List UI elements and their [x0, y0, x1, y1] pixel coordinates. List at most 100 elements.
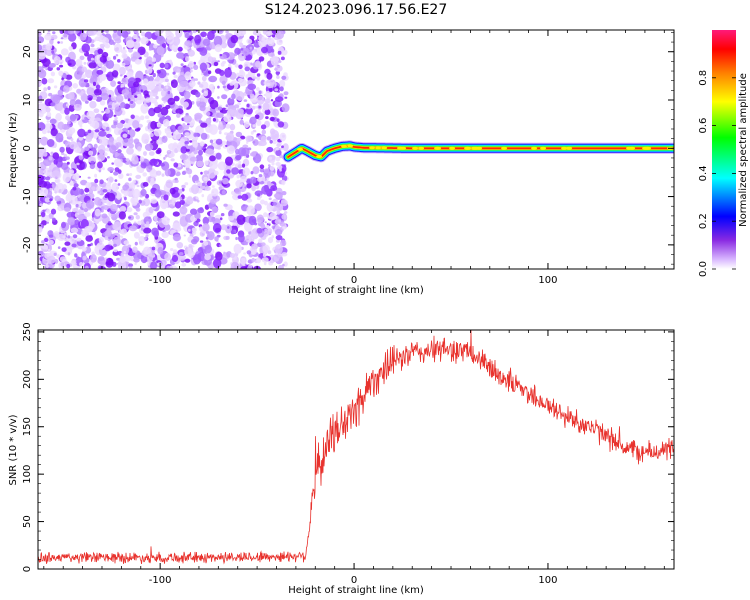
- snr-panel: -100 0 100 0 50 100 150 200 250 Height of strai…: [8, 322, 675, 596]
- spectrogram-noise-blob: [150, 140, 154, 144]
- spectrogram-noise-blob: [73, 207, 79, 213]
- spectrogram-noise-blob: [238, 70, 246, 78]
- spectrogram-noise-blob: [193, 132, 198, 138]
- spectrogram-noise-blob: [243, 61, 251, 69]
- spectrogram-noise-blob: [234, 47, 241, 55]
- spectrogram-noise-blob: [150, 177, 154, 182]
- spectrogram-noise-blob: [175, 30, 183, 38]
- spectrogram-noise-blob: [46, 208, 51, 214]
- spectrogram-noise-blob: [182, 123, 186, 128]
- spectrogram-noise-blob: [184, 161, 192, 168]
- spectrogram-noise-blob: [252, 76, 257, 80]
- spectrogram-noise-blob: [87, 176, 91, 179]
- spectrogram-noise-blob: [76, 162, 80, 166]
- spectrogram-noise-blob: [149, 97, 157, 104]
- spectrogram-noise-blob: [246, 198, 253, 203]
- colorbar-label: Normalized spectral amplitude: [738, 73, 749, 227]
- spectrogram-noise-blob: [197, 100, 200, 104]
- spectrogram-noise-blob: [213, 61, 219, 67]
- spectrogram-noise-blob: [169, 199, 173, 203]
- signal-node: [435, 146, 442, 150]
- spectrogram-noise-blob: [59, 146, 65, 153]
- spectrogram-noise-blob: [219, 75, 228, 84]
- spectrogram-noise-blob: [132, 120, 140, 129]
- spectrogram-noise-blob: [148, 47, 152, 51]
- spectrogram-noise-blob: [269, 116, 275, 122]
- spectrogram-noise-blob: [232, 193, 241, 201]
- signal-node: [381, 146, 388, 150]
- spectrogram-noise-blob: [187, 49, 195, 57]
- spectrogram-noise-blob: [126, 173, 130, 176]
- spectrogram-noise-blob: [44, 197, 51, 203]
- spectrogram-noise-blob: [65, 115, 71, 121]
- spectrogram-noise-blob: [67, 33, 77, 42]
- spectrogram-noise-blob: [242, 144, 249, 149]
- signal-node: [449, 146, 456, 150]
- spectrogram-noise-blob: [200, 171, 203, 175]
- spectrogram-noise-blob: [184, 182, 189, 186]
- spectrogram-noise-blob: [57, 41, 60, 44]
- spectrogram-noise-blob: [134, 59, 142, 65]
- spectrogram-noise-blob: [156, 35, 166, 45]
- spectrogram-noise-blob: [246, 250, 252, 255]
- spectrogram-noise-blob: [125, 40, 135, 48]
- spectrogram-noise-blob: [42, 260, 48, 264]
- spectrogram-noise-blob: [244, 66, 251, 72]
- spectrogram-noise-blob: [173, 234, 182, 242]
- spectrogram-noise-blob: [149, 158, 158, 166]
- spectrogram-noise-blob: [245, 135, 253, 143]
- spectrogram-noise-blob: [47, 86, 51, 91]
- spectrogram-noise-blob: [206, 111, 211, 117]
- spectrogram-noise-blob: [51, 50, 55, 54]
- snr-y-tick-label: 150: [22, 417, 33, 436]
- spectrogram-noise-blob: [96, 69, 104, 75]
- snr-background: [38, 330, 674, 569]
- spectrogram-noise-blob: [226, 132, 235, 142]
- spectrogram-noise-blob: [38, 36, 45, 44]
- signal-node: [418, 146, 425, 150]
- spectrogram-noise-blob: [90, 57, 95, 61]
- spectrogram-noise-blob: [105, 126, 110, 131]
- spectrogram-noise-blob: [192, 141, 199, 148]
- spectrogram-noise-blob: [38, 189, 42, 195]
- spectrogram-noise-blob: [161, 97, 166, 102]
- spectrogram-noise-blob: [246, 238, 249, 241]
- spectrogram-noise-blob: [270, 129, 280, 141]
- spectrogram-noise-blob: [38, 61, 41, 65]
- spectrogram-noise-blob: [213, 258, 222, 269]
- spectrogram-noise-blob: [78, 155, 84, 161]
- spectrogram-noise-blob: [260, 124, 267, 130]
- spectrogram-noise-blob: [141, 133, 150, 144]
- spectrogram-noise-blob: [69, 99, 76, 106]
- spectrogram-noise-blob: [234, 63, 239, 68]
- spectrogram-noise-blob: [151, 57, 156, 63]
- spectrogram-noise-blob: [73, 103, 82, 111]
- spectrogram-noise-blob: [99, 179, 104, 185]
- spectrogram-noise-blob: [133, 138, 140, 145]
- spectrogram-noise-blob: [100, 92, 109, 101]
- signal-node: [644, 146, 651, 150]
- spectrogram-noise-blob: [113, 121, 118, 126]
- spectrogram-noise-blob: [224, 67, 232, 78]
- spectrogram-noise-blob: [192, 30, 197, 34]
- spectrogram-noise-blob: [263, 184, 269, 191]
- spectrogram-noise-blob: [189, 156, 198, 162]
- spectrogram-noise-blob: [281, 75, 287, 80]
- spectrogram-noise-blob: [44, 123, 53, 131]
- spectrogram-noise-blob: [42, 209, 46, 212]
- spectrogram-noise-blob: [228, 215, 235, 221]
- spectrogram-noise-blob: [121, 62, 126, 67]
- spectrogram-noise-blob: [251, 243, 258, 250]
- spectrogram-noise-blob: [272, 140, 277, 145]
- spectrogram-noise-blob: [93, 88, 102, 96]
- spectrogram-noise-blob: [97, 161, 103, 169]
- spectrogram-noise-blob: [144, 143, 154, 151]
- spectrogram-noise-blob: [133, 81, 140, 88]
- spectrogram-noise-blob: [257, 177, 263, 182]
- spectrogram-noise-blob: [167, 90, 171, 95]
- spectrogram-noise-blob: [241, 147, 250, 157]
- spectrogram-noise-blob: [140, 36, 149, 45]
- spectrogram-noise-blob: [132, 246, 138, 253]
- spectrogram-noise-blob: [167, 150, 171, 153]
- spectrogram-noise-blob: [82, 255, 87, 261]
